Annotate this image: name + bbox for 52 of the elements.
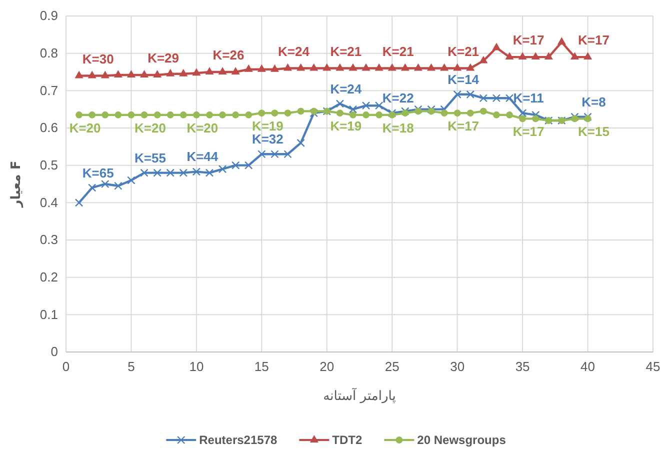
legend-label: 20 Newsgroups [417,433,506,448]
y-tick-label: 0.3 [40,232,58,248]
y-tick-label: 0.2 [40,269,58,284]
annotation: K=17 [512,124,544,140]
annotation: K=29 [148,50,180,66]
y-tick-label: 0.6 [40,120,58,136]
annotation: K=30 [82,51,114,66]
annotation: K=11 [513,90,544,106]
x-tick-label: 40 [580,359,596,374]
annotation: K=8 [582,94,606,110]
x-tick-label: 30 [450,359,465,374]
annotation: K=21 [382,44,414,59]
annotation: K=17 [512,32,544,48]
legend-label: Reuters21578 [199,433,278,448]
annotation: K=14 [448,72,480,87]
annotation: K=21 [330,44,362,59]
annotation: K=18 [382,120,414,136]
annotation: K=65 [82,165,114,180]
y-tick-label: 0.4 [40,194,58,210]
x-tick-label: 5 [128,359,135,374]
annotation: K=24 [278,44,310,59]
x-tick-label: 45 [646,359,660,374]
annotation: K=19 [330,118,362,134]
y-tick-label: 0.8 [40,45,58,60]
annotation: K=17 [448,118,480,134]
annotation: K=15 [578,124,610,140]
y-axis-title: معیار F [9,160,24,208]
annotation: K=20 [134,120,166,136]
x-axis-title: پارامتر آستانه [323,387,396,404]
y-tick-label: 0 [50,344,58,360]
annotation: K=20 [69,120,101,136]
x-tick-label: 20 [320,359,334,374]
annotation: K=24 [330,81,362,96]
annotation: K=32 [252,132,284,147]
annotation: K=17 [578,32,610,48]
annotation: K=55 [134,150,166,166]
x-tick-label: 35 [515,359,530,374]
annotation: K=44 [186,149,219,164]
annotation: K=21 [448,44,480,59]
x-tick-label: 0 [62,359,70,374]
annotation: K=26 [212,48,244,63]
annotation: K=19 [252,118,284,134]
y-tick-label: 0.5 [40,157,58,172]
legend-label: TDT2 [332,433,363,448]
x-tick-label: 25 [384,359,400,374]
x-tick-label: 10 [189,359,204,374]
annotation: K=20 [186,120,218,136]
x-tick-label: 15 [254,359,269,374]
annotation: K=22 [382,90,414,106]
y-tick-label: 0.1 [40,306,58,322]
y-tick-label: 0.9 [40,8,58,24]
y-tick-label: 0.7 [40,82,58,98]
